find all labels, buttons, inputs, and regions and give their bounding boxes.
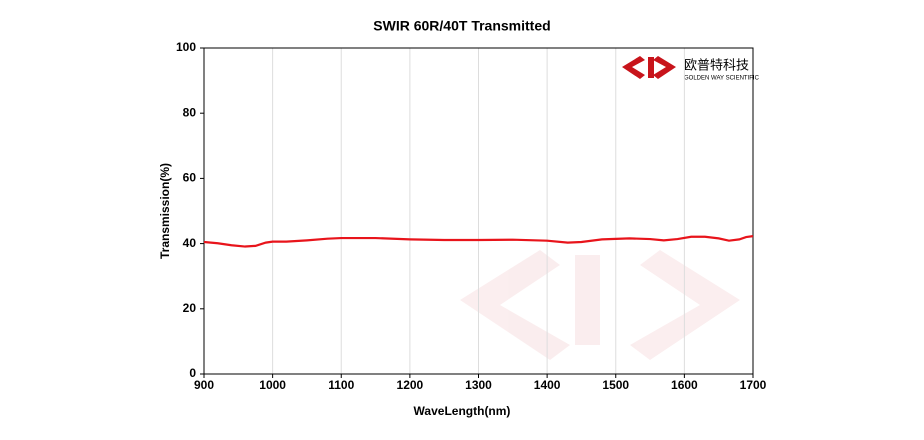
x-tick-label: 1100 (328, 378, 354, 392)
data-line (203, 235, 754, 248)
y-tick-label: 0 (189, 366, 196, 380)
watermark (460, 250, 740, 360)
x-tick-label: 1200 (397, 378, 424, 392)
y-tick-label: 60 (183, 171, 197, 185)
logo-subtext: GOLDEN WAY SCIENTIFIC (684, 76, 760, 82)
plot-frame (203, 47, 754, 375)
x-tick-label: 1600 (671, 378, 698, 392)
y-axis-label: Transmission(%) (158, 163, 172, 259)
x-axis-label: WaveLength(nm) (414, 404, 511, 418)
x-tick-label: 1000 (259, 378, 286, 392)
logo-text: 欧普特科技 (684, 57, 749, 72)
x-tick-label: 1700 (740, 378, 767, 392)
y-tick-label: 20 (183, 301, 197, 315)
chart-title: SWIR 60R/40T Transmitted (373, 18, 550, 34)
y-tick-label: 40 (183, 236, 197, 250)
x-tick-label: 1500 (602, 378, 629, 392)
x-tick-label: 900 (194, 378, 214, 392)
x-tick-label: 1300 (465, 378, 492, 392)
y-tick-label: 80 (183, 105, 197, 119)
y-tick-label: 100 (176, 40, 196, 54)
x-tick-label: 1400 (534, 378, 561, 392)
logo (622, 56, 676, 79)
